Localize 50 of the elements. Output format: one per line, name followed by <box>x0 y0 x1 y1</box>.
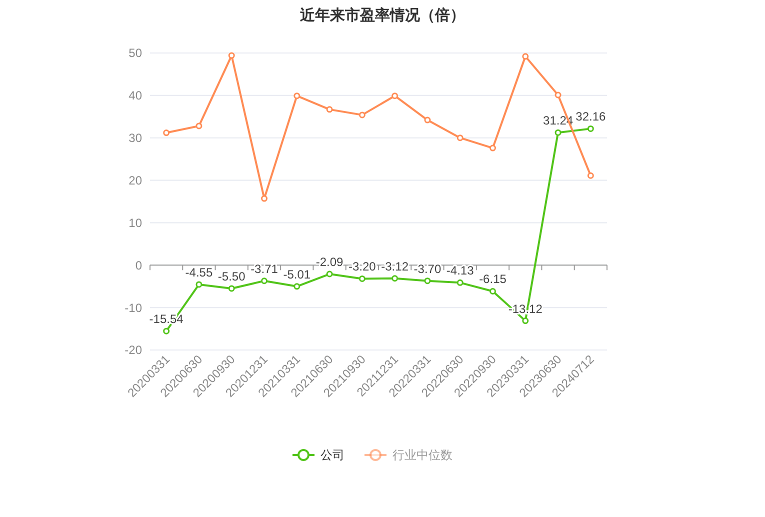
point <box>294 283 300 290</box>
point <box>261 278 268 284</box>
point <box>587 125 594 132</box>
point <box>196 122 202 130</box>
y-tick-label: -20 <box>124 343 142 358</box>
point <box>522 53 529 60</box>
point <box>163 130 170 136</box>
point <box>326 106 333 113</box>
y-tick-label: 30 <box>128 131 142 146</box>
point <box>163 328 170 334</box>
point <box>358 112 366 118</box>
data-label: -3.70 <box>414 262 442 276</box>
data-label: -3.12 <box>381 259 409 274</box>
data-label: -5.01 <box>283 267 311 282</box>
y-tick-label: 40 <box>128 88 142 103</box>
point <box>196 281 202 288</box>
data-label: 32.16 <box>576 110 606 124</box>
data-label: -6.15 <box>479 272 507 286</box>
data-label: -3.71 <box>250 262 278 276</box>
y-tick-label: 10 <box>128 216 142 230</box>
data-label: -3.20 <box>348 260 376 274</box>
chart-title: 近年来市盈率情况（倍） <box>299 6 465 24</box>
point <box>587 172 594 179</box>
point <box>392 275 398 282</box>
point <box>392 92 398 100</box>
data-label: -4.55 <box>185 265 213 280</box>
y-tick-label: 50 <box>128 46 142 60</box>
point <box>326 270 333 278</box>
point <box>424 278 431 284</box>
point <box>424 116 431 124</box>
point <box>294 92 300 100</box>
point <box>456 134 464 142</box>
point <box>358 275 366 282</box>
y-tick-label: 20 <box>128 173 142 188</box>
point <box>261 195 268 202</box>
legend-label: 行业中位数 <box>392 448 452 462</box>
point <box>490 288 496 294</box>
point <box>490 144 496 152</box>
point <box>228 52 235 59</box>
point <box>554 92 562 98</box>
point <box>522 318 529 324</box>
data-label: -5.50 <box>218 269 246 284</box>
point <box>228 285 235 292</box>
point <box>554 129 562 136</box>
y-tick-label: -10 <box>124 300 142 315</box>
y-tick-label: 0 <box>135 258 142 272</box>
point <box>456 279 464 286</box>
data-label: -2.09 <box>316 255 344 270</box>
legend-label: 公司 <box>320 448 344 462</box>
data-label: -4.13 <box>446 264 474 278</box>
